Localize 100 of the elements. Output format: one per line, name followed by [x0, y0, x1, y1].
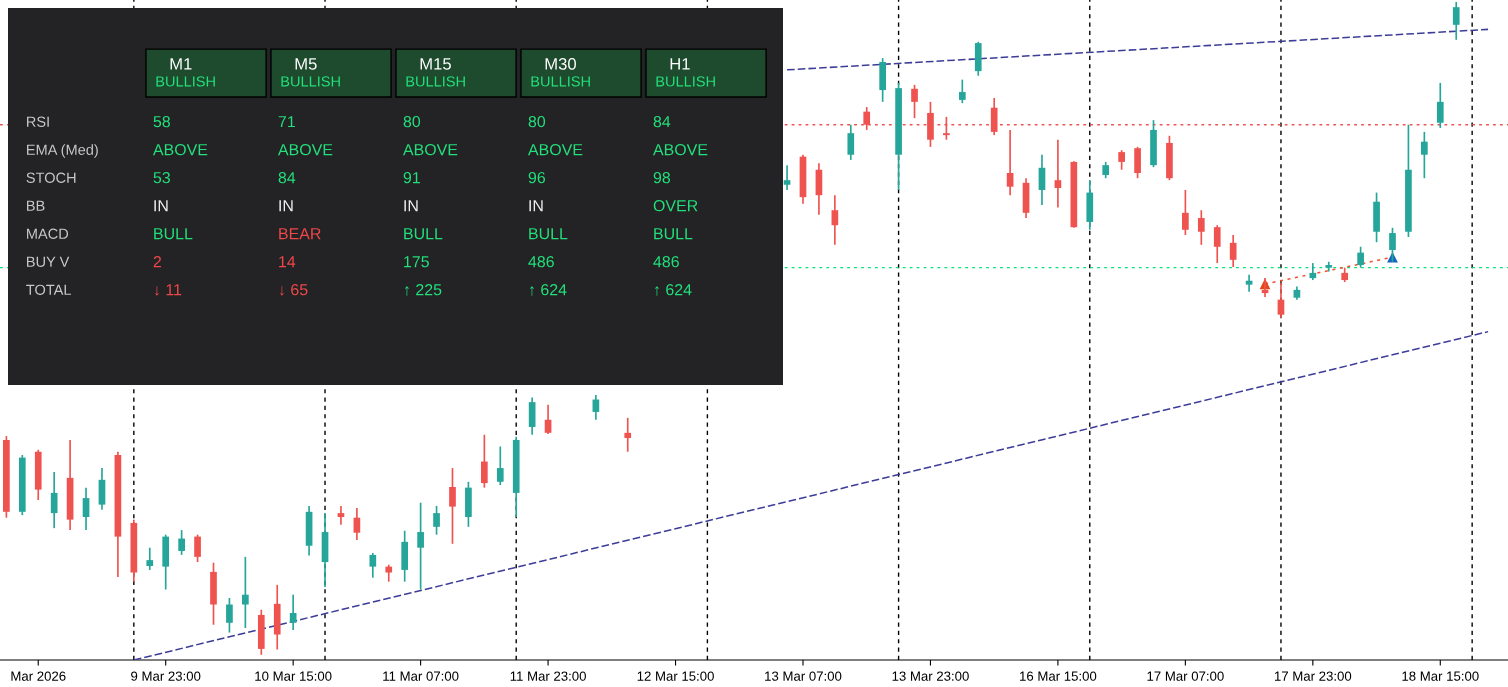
- candlestick: [496, 445, 504, 486]
- candlestick: [146, 546, 154, 571]
- x-tick-label: 11 Mar 23:00: [510, 671, 586, 681]
- text: IN: [154, 200, 168, 212]
- text: BEAR: [279, 228, 321, 240]
- x-tick-label: 12 Mar 15:00: [637, 671, 714, 681]
- candlestick: [1006, 129, 1014, 197]
- text: BULLISH: [531, 76, 590, 87]
- candlestick: [194, 533, 201, 563]
- category-label: STOCH: [26, 172, 76, 183]
- text: BULLISH: [406, 76, 465, 87]
- x-tick-label: 17 Mar 23:00: [1274, 671, 1352, 681]
- text: ABOVE: [652, 143, 708, 156]
- text: ABOVE: [402, 143, 458, 156]
- text: 175: [404, 256, 429, 268]
- text: 71: [278, 116, 295, 128]
- category-label: M5: [295, 58, 317, 70]
- text: 98: [653, 171, 671, 184]
- category-label: EMA (Med): [27, 144, 98, 158]
- candlestick: [1452, 1, 1460, 41]
- category-label: M15: [420, 58, 451, 70]
- candlestick: [433, 505, 440, 536]
- text: ABOVE: [527, 143, 583, 156]
- candlestick: [1118, 149, 1125, 171]
- text: BULL: [529, 228, 568, 240]
- x-tick-label: 16 Mar 15:00: [1020, 671, 1097, 681]
- text: 80: [528, 115, 546, 128]
- x-tick-label: 11 Mar 07:00: [383, 671, 459, 681]
- category-label: M1: [170, 58, 192, 70]
- text: BULL: [404, 228, 443, 240]
- candlestick: [1436, 82, 1444, 129]
- text: BULL: [654, 228, 693, 240]
- text: OVER: [653, 200, 698, 212]
- candlestick: [1197, 209, 1205, 246]
- candlestick: [544, 403, 552, 435]
- text: BULLISH: [156, 76, 215, 87]
- candlestick: [831, 194, 839, 246]
- text: 80: [403, 115, 421, 128]
- text: ↓ 65: [280, 284, 308, 296]
- candlestick: [369, 552, 377, 579]
- text: 486: [653, 256, 679, 268]
- text: 486: [528, 256, 554, 268]
- candlestick: [481, 433, 488, 489]
- x-tick-label: 18 Mar 15:00: [1402, 671, 1479, 681]
- text: BULL: [154, 228, 193, 240]
- text: 84: [278, 171, 296, 184]
- candlestick: [178, 529, 185, 556]
- category-label: MACD: [27, 228, 69, 239]
- category-label: TOTAL: [26, 284, 72, 295]
- category-label: M30: [545, 57, 576, 70]
- text: IN: [279, 200, 293, 212]
- text: 53: [153, 171, 170, 184]
- text: 2: [153, 256, 162, 268]
- text: ABOVE: [152, 143, 208, 156]
- text: ↑ 624: [530, 284, 567, 296]
- candlestick: [1213, 224, 1221, 264]
- category-label: RSI: [27, 116, 49, 127]
- candlestick: [50, 471, 58, 529]
- x-tick-label: Mar 2026: [11, 671, 66, 681]
- text: BULLISH: [656, 76, 715, 87]
- candlestick: [1229, 234, 1237, 268]
- candlestick: [911, 84, 918, 119]
- text: IN: [529, 200, 543, 212]
- text: IN: [404, 200, 418, 212]
- candlestick: [624, 416, 632, 453]
- text: ↑ 225: [405, 284, 442, 296]
- x-tick-label: 17 Mar 07:00: [1147, 671, 1224, 681]
- category-label: BB: [27, 200, 45, 211]
- x-tick-label: 10 Mar 15:00: [255, 671, 332, 681]
- candlestick: [783, 164, 791, 191]
- text: ↑ 624: [655, 284, 692, 296]
- candlestick: [353, 507, 361, 541]
- candlestick: [1054, 138, 1062, 209]
- x-tick-label: 13 Mar 07:00: [765, 671, 842, 681]
- candlestick: [449, 467, 456, 545]
- text: 96: [528, 171, 546, 184]
- candlestick: [958, 78, 966, 104]
- text: 91: [403, 171, 420, 184]
- candlestick: [289, 593, 297, 631]
- candlestick: [226, 597, 233, 634]
- candlestick: [417, 501, 424, 591]
- candlestick: [1245, 274, 1253, 293]
- candlestick: [847, 123, 855, 161]
- candlestick: [82, 486, 90, 531]
- text: ↓ 11: [155, 284, 182, 296]
- x-tick-label: 9 Mar 23:00: [131, 671, 201, 681]
- candlestick: [1421, 131, 1428, 180]
- text: 58: [153, 115, 170, 128]
- candlestick: [337, 505, 345, 526]
- text: 84: [653, 115, 671, 128]
- category-label: BUY V: [27, 256, 70, 267]
- text: 14: [279, 256, 296, 268]
- x-tick-label: 13 Mar 23:00: [892, 671, 969, 681]
- candlestick: [242, 556, 249, 629]
- candlestick: [1182, 189, 1189, 236]
- candlestick: [1277, 281, 1285, 319]
- text: BULLISH: [281, 76, 340, 87]
- category-label: H1: [670, 58, 690, 70]
- text: ABOVE: [277, 143, 333, 156]
- candlestick: [1357, 245, 1364, 269]
